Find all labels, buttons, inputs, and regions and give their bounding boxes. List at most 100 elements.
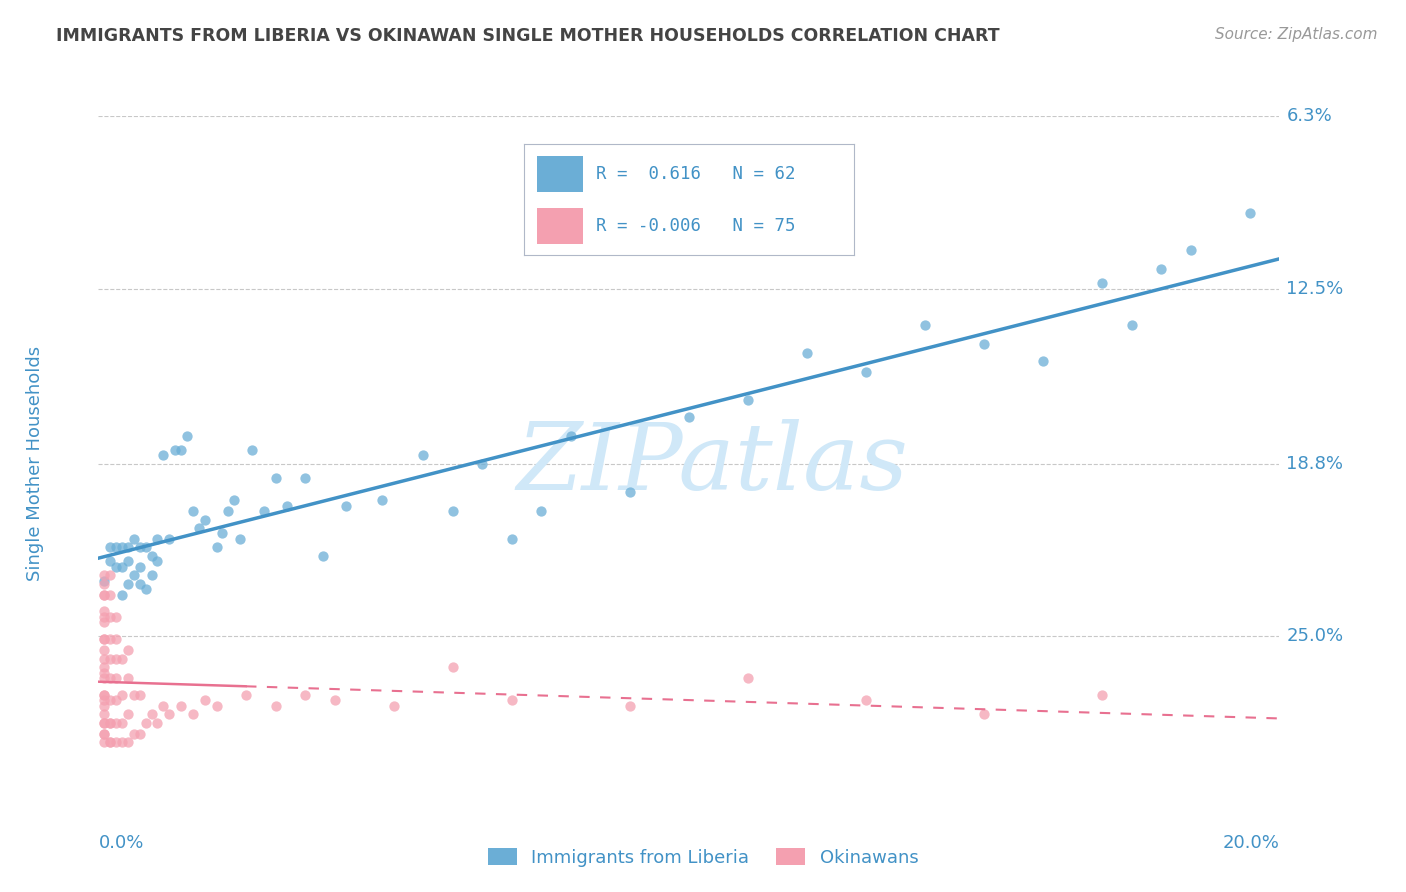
Text: 18.8%: 18.8% bbox=[1286, 455, 1344, 473]
Point bbox=[1091, 688, 1114, 702]
Point bbox=[128, 541, 150, 555]
Point bbox=[93, 707, 115, 722]
Point bbox=[135, 582, 157, 596]
Point bbox=[93, 604, 115, 618]
Point bbox=[93, 610, 115, 624]
Point bbox=[122, 688, 145, 702]
Point bbox=[560, 429, 582, 443]
Point bbox=[141, 568, 163, 582]
Point bbox=[105, 559, 128, 574]
Point bbox=[111, 735, 134, 749]
Point bbox=[619, 484, 641, 499]
Point bbox=[98, 715, 121, 730]
Point bbox=[205, 541, 228, 555]
Point bbox=[323, 693, 346, 707]
Point bbox=[152, 449, 174, 463]
Point bbox=[1150, 262, 1173, 277]
Point bbox=[105, 632, 128, 647]
Point bbox=[117, 707, 139, 722]
Text: Single Mother Households: Single Mother Households bbox=[27, 346, 44, 582]
Point bbox=[93, 671, 115, 685]
Point bbox=[335, 499, 357, 513]
Point bbox=[135, 541, 157, 555]
Point bbox=[105, 651, 128, 665]
Point bbox=[98, 735, 121, 749]
Point bbox=[105, 541, 128, 555]
Point bbox=[412, 449, 434, 463]
Point bbox=[146, 554, 169, 568]
Point bbox=[294, 471, 316, 485]
Point bbox=[93, 698, 115, 713]
Point bbox=[855, 365, 877, 379]
Point bbox=[224, 493, 246, 508]
Point bbox=[1180, 243, 1202, 257]
Point bbox=[98, 715, 121, 730]
Point bbox=[93, 615, 115, 630]
Point bbox=[93, 643, 115, 657]
Point bbox=[276, 499, 298, 513]
Point bbox=[122, 727, 145, 741]
Point bbox=[93, 574, 115, 588]
Point bbox=[93, 576, 115, 591]
Point bbox=[229, 532, 252, 546]
Point bbox=[146, 532, 169, 546]
Point bbox=[501, 693, 523, 707]
Point bbox=[105, 693, 128, 707]
Text: Source: ZipAtlas.com: Source: ZipAtlas.com bbox=[1215, 27, 1378, 42]
Point bbox=[181, 707, 204, 722]
Point bbox=[170, 698, 193, 713]
Point bbox=[128, 727, 150, 741]
Point bbox=[235, 688, 257, 702]
Point bbox=[471, 457, 494, 471]
Point bbox=[294, 688, 316, 702]
Point bbox=[117, 643, 139, 657]
Point bbox=[128, 688, 150, 702]
Point bbox=[105, 715, 128, 730]
Text: 0.0%: 0.0% bbox=[98, 834, 143, 852]
Point bbox=[98, 632, 121, 647]
Point bbox=[371, 493, 394, 508]
Point bbox=[1239, 206, 1261, 220]
Point bbox=[170, 442, 193, 457]
Point bbox=[211, 526, 233, 541]
Point bbox=[165, 442, 187, 457]
Text: 25.0%: 25.0% bbox=[1286, 627, 1344, 646]
Point bbox=[98, 735, 121, 749]
Point bbox=[157, 707, 180, 722]
Text: ZIPatlas: ZIPatlas bbox=[516, 419, 908, 508]
Point bbox=[111, 715, 134, 730]
Point bbox=[187, 521, 209, 535]
Point bbox=[128, 559, 150, 574]
Point bbox=[796, 345, 818, 359]
Point bbox=[205, 698, 228, 713]
Point bbox=[146, 715, 169, 730]
Point bbox=[98, 588, 121, 602]
Point bbox=[98, 651, 121, 665]
Point bbox=[117, 541, 139, 555]
Point bbox=[93, 688, 115, 702]
Point bbox=[441, 504, 464, 518]
Text: 20.0%: 20.0% bbox=[1223, 834, 1279, 852]
Point bbox=[382, 698, 405, 713]
Point bbox=[141, 707, 163, 722]
Point bbox=[93, 665, 115, 680]
Point bbox=[678, 409, 700, 424]
Point bbox=[181, 504, 204, 518]
Point bbox=[93, 715, 115, 730]
Point bbox=[105, 671, 128, 685]
Point bbox=[93, 735, 115, 749]
Point bbox=[194, 693, 217, 707]
Point bbox=[914, 318, 936, 332]
Point bbox=[117, 576, 139, 591]
Legend: Immigrants from Liberia, Okinawans: Immigrants from Liberia, Okinawans bbox=[481, 841, 925, 874]
Point bbox=[264, 698, 287, 713]
Text: 12.5%: 12.5% bbox=[1286, 279, 1344, 298]
Point bbox=[441, 660, 464, 674]
Point bbox=[1091, 276, 1114, 290]
Point bbox=[111, 559, 134, 574]
Point bbox=[93, 688, 115, 702]
Point bbox=[122, 568, 145, 582]
Point bbox=[93, 727, 115, 741]
Point bbox=[530, 504, 553, 518]
Point bbox=[240, 442, 263, 457]
